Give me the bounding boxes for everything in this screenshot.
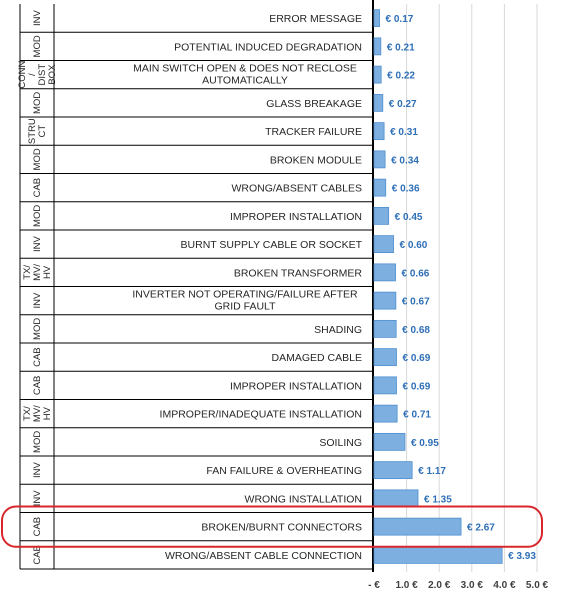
- value-label: € 0.69: [402, 381, 430, 392]
- category-label: IMPROPER INSTALLATION: [230, 380, 362, 392]
- category-label: SHADING: [314, 324, 362, 336]
- x-tick-label: 2.0 €: [428, 580, 451, 591]
- group-label: MOD: [32, 431, 43, 453]
- value-label: € 0.60: [400, 240, 428, 251]
- value-label: € 0.22: [387, 71, 415, 82]
- value-label: € 0.31: [390, 127, 418, 138]
- group-label: STRUCT: [27, 118, 48, 144]
- group-label: TX/MV/HV: [22, 264, 53, 281]
- group-label: TX/MV/HV: [22, 405, 53, 422]
- bar: [373, 517, 462, 536]
- group-label: INV: [32, 490, 43, 507]
- bar: [373, 65, 382, 84]
- value-label: € 0.71: [403, 410, 431, 421]
- value-label: € 0.95: [411, 438, 439, 449]
- value-label: € 0.34: [391, 155, 419, 166]
- value-label: € 0.67: [402, 297, 430, 308]
- bar: [373, 319, 397, 338]
- bar: [373, 178, 387, 197]
- group-label: CAB: [32, 347, 43, 367]
- value-label: € 0.36: [392, 184, 420, 195]
- category-label: WRONG/ABSENT CABLE CONNECTION: [165, 550, 362, 562]
- category-label: POTENTIAL INDUCED DEGRADATION: [174, 41, 362, 53]
- group-label: INV: [32, 10, 43, 27]
- x-axis-ticks: - € 1.0 € 2.0 € 3.0 € 4.0 € 5.0 €: [368, 580, 548, 591]
- category-label: SOILING: [319, 437, 362, 449]
- group-label: MOD: [32, 205, 43, 227]
- value-label: € 0.17: [386, 14, 414, 25]
- highlight-outline: [1, 505, 543, 548]
- group-label: CAB: [32, 517, 43, 537]
- category-label: IMPROPER/INADEQUATE INSTALLATION: [160, 409, 362, 421]
- category-label: DAMAGED CABLE: [272, 352, 362, 364]
- bar: [373, 206, 390, 225]
- category-label: ERROR MESSAGE: [269, 13, 362, 25]
- value-label: € 1.17: [418, 466, 446, 477]
- bar: [373, 489, 419, 508]
- x-tick-label: 5.0 €: [526, 580, 549, 591]
- highlight-box: [1, 505, 543, 548]
- group-label: CAB: [32, 545, 43, 565]
- category-label: BURNT SUPPLY CABLE OR SOCKET: [181, 239, 363, 251]
- bar: [373, 263, 396, 282]
- bar: [373, 432, 406, 451]
- group-label: CONN/DISTBOX: [17, 61, 58, 89]
- group-label: MOD: [32, 148, 43, 170]
- value-label: € 0.21: [387, 42, 415, 53]
- bar: [373, 37, 382, 56]
- bar: [373, 545, 503, 564]
- value-label: € 0.66: [402, 268, 430, 279]
- bar: [373, 461, 413, 480]
- bar: [373, 93, 384, 112]
- bar: [373, 9, 380, 28]
- x-tick-label: - €: [368, 580, 380, 591]
- bar: [373, 150, 386, 169]
- category-label: WRONG/ABSENT CABLES: [231, 183, 362, 195]
- value-label: € 0.68: [402, 325, 430, 336]
- x-tick-label: 3.0 €: [461, 580, 484, 591]
- group-label: MOD: [32, 318, 43, 340]
- bar: [373, 235, 394, 254]
- category-label: WRONG INSTALLATION: [245, 493, 362, 505]
- group-label: MOD: [32, 35, 43, 57]
- group-label: CAB: [32, 376, 43, 396]
- category-label: TRACKER FAILURE: [265, 126, 362, 138]
- gridlines: [406, 4, 538, 572]
- category-label: INVERTER NOT OPERATING/FAILURE AFTER GRID…: [132, 289, 358, 313]
- bar: [373, 348, 397, 367]
- bar: [373, 291, 397, 310]
- category-label: BROKEN MODULE: [270, 154, 362, 166]
- category-label: BROKEN TRANSFORMER: [234, 267, 363, 279]
- category-label: GLASS BREAKAGE: [266, 98, 362, 110]
- bar: [373, 404, 398, 423]
- value-labels: € 0.17 € 0.21 € 0.22 € 0.27 € 0.31 € 0.34 € 0.…: [386, 14, 537, 562]
- bar: [373, 376, 397, 395]
- group-label: MOD: [32, 92, 43, 114]
- category-label: FAN FAILURE & OVERHEATING: [206, 465, 362, 477]
- value-label: € 0.27: [389, 99, 417, 110]
- group-label: INV: [32, 462, 43, 479]
- bars: [373, 9, 503, 564]
- category-table: ERROR MESSAGE INV POTENTIAL INDUCED DEGRAD…: [17, 0, 374, 572]
- x-tick-label: 4.0 €: [493, 580, 516, 591]
- group-label: CAB: [32, 178, 43, 198]
- group-label: INV: [32, 236, 43, 253]
- group-label: INV: [32, 292, 43, 309]
- bar: [373, 122, 385, 141]
- value-label: € 0.69: [402, 353, 430, 364]
- value-label: € 2.67: [467, 523, 495, 534]
- x-tick-label: 1.0 €: [395, 580, 418, 591]
- value-label: € 3.93: [508, 551, 536, 562]
- value-label: € 0.45: [395, 212, 423, 223]
- category-label: MAIN SWITCH OPEN & DOES NOT RECLOSE AUTOM…: [133, 63, 357, 87]
- category-label: IMPROPER INSTALLATION: [230, 211, 362, 223]
- category-label: BROKEN/BURNT CONNECTORS: [201, 522, 362, 534]
- value-label: € 1.35: [424, 494, 452, 505]
